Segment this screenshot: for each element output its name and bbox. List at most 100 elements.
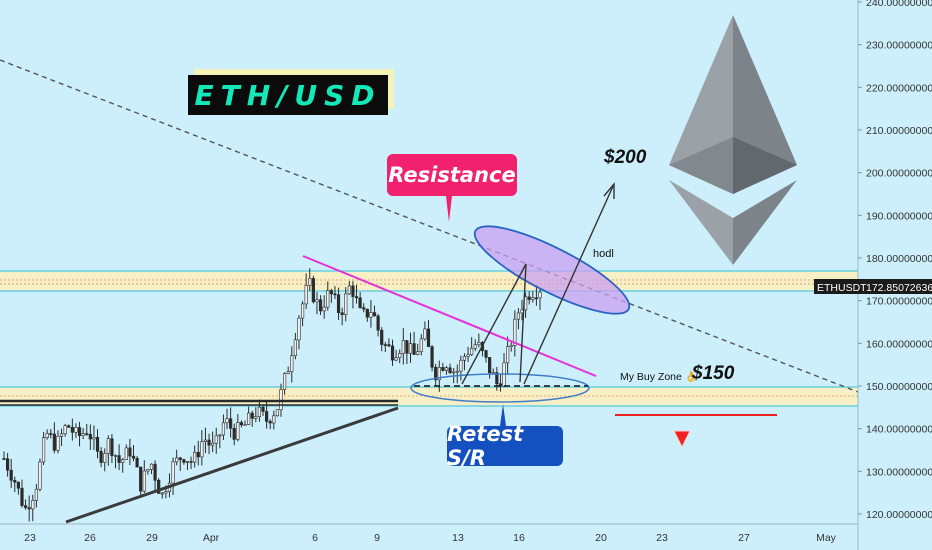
candle-body	[311, 278, 315, 303]
x-tick-label: 27	[738, 532, 750, 544]
candle-body	[416, 351, 420, 355]
candle-body	[20, 487, 24, 506]
candle-body	[365, 308, 369, 318]
candle-body	[95, 437, 100, 452]
candle-body	[52, 433, 56, 451]
candle-body	[315, 299, 319, 303]
candle-body	[398, 353, 402, 359]
candle-body	[477, 342, 481, 346]
candle-body	[128, 447, 132, 457]
buy-zone-label: My Buy Zone 👌	[620, 370, 698, 383]
x-tick-label: 6	[312, 532, 318, 544]
resistance-zone	[0, 270, 858, 292]
candle-body	[333, 293, 337, 296]
candle-body	[175, 457, 179, 463]
price-tag-symbol: ETHUSDT	[817, 282, 867, 294]
candle-body	[135, 457, 139, 468]
candle-body	[121, 459, 125, 463]
candle-body	[131, 455, 136, 459]
candle-body	[142, 470, 146, 492]
candle-body	[160, 492, 164, 495]
candle-body	[326, 290, 330, 308]
candle-body	[459, 359, 463, 372]
candle-body	[444, 367, 449, 371]
candle-body	[383, 344, 387, 346]
candle-body	[282, 373, 287, 390]
candle-body	[200, 441, 204, 458]
candle-body	[171, 461, 175, 484]
y-tick-label: 210.00000000	[866, 125, 932, 137]
candle-body	[56, 436, 60, 451]
x-tick-label: 20	[595, 532, 607, 544]
candle-body	[157, 479, 161, 494]
candle-body	[45, 433, 49, 438]
candle-body	[243, 424, 247, 426]
y-tick-label: 220.00000000	[866, 82, 932, 94]
candle-body	[466, 354, 470, 357]
candle-body	[498, 383, 503, 387]
candle-body	[434, 366, 438, 381]
candle-body	[193, 451, 197, 463]
resistance-badge: Resistance	[387, 154, 517, 196]
rising-support-line	[65, 406, 399, 524]
candle-body	[38, 461, 42, 490]
candle-body	[146, 469, 150, 472]
candle-body	[290, 355, 294, 372]
y-tick-label: 190.00000000	[866, 210, 932, 222]
candle-body	[362, 307, 366, 310]
candle-body	[59, 433, 64, 437]
y-tick-label: 130.00000000	[866, 466, 932, 478]
x-tick-label: May	[816, 532, 837, 544]
candle-body	[275, 409, 279, 417]
candle-body	[358, 297, 362, 308]
candle-body	[49, 433, 53, 435]
candle-body	[369, 312, 373, 318]
retest-badge: Retest S/R	[447, 422, 563, 470]
price-axis-panel	[858, 0, 932, 550]
candle-body	[63, 425, 67, 435]
resistance-ellipse	[473, 225, 631, 315]
price-tag-value: 172.85072636	[866, 282, 932, 294]
candle-body	[196, 451, 200, 458]
retest-ellipse	[410, 373, 590, 403]
candle-body	[318, 299, 323, 312]
candle-body	[426, 328, 431, 347]
candle-body	[103, 453, 107, 463]
candle-body	[527, 296, 531, 300]
candle-body	[513, 318, 517, 346]
candle-body	[430, 346, 434, 368]
candle-body	[354, 296, 359, 299]
candle-body	[265, 411, 269, 422]
hodl-label: hodl	[593, 248, 614, 260]
x-tick-label: 23	[24, 532, 36, 544]
candle-body	[380, 329, 384, 345]
candle-body	[531, 297, 535, 300]
candle-body	[484, 350, 488, 358]
candle-body	[27, 507, 31, 510]
candle-body	[516, 312, 521, 320]
candle-body	[534, 297, 539, 300]
candle-body	[272, 415, 276, 424]
candle-body	[488, 357, 492, 374]
candle-body	[182, 459, 186, 463]
candle-body	[74, 427, 78, 433]
current-price-tag: ETHUSDT 172.85072636	[814, 279, 932, 294]
candle-body	[448, 367, 452, 373]
candle-body	[308, 278, 312, 286]
candle-body	[473, 344, 477, 349]
candle-body	[214, 435, 218, 444]
candle-body	[455, 370, 459, 373]
candle-body	[189, 461, 193, 463]
candle-body	[254, 416, 258, 419]
candle-body	[423, 328, 427, 340]
candle-body	[225, 418, 229, 424]
candle-body	[412, 343, 416, 355]
candle-body	[250, 412, 254, 419]
candle-body	[351, 285, 355, 297]
candle-body	[509, 345, 513, 347]
y-tick-label: 160.00000000	[866, 338, 932, 350]
candle-body	[257, 406, 262, 417]
chart-title-box: ETH/USD	[188, 75, 388, 115]
x-axis-ticks: 23 26 29 Apr 6 9 13 16 20 23 27 May	[24, 532, 837, 544]
candle-body	[153, 463, 157, 481]
